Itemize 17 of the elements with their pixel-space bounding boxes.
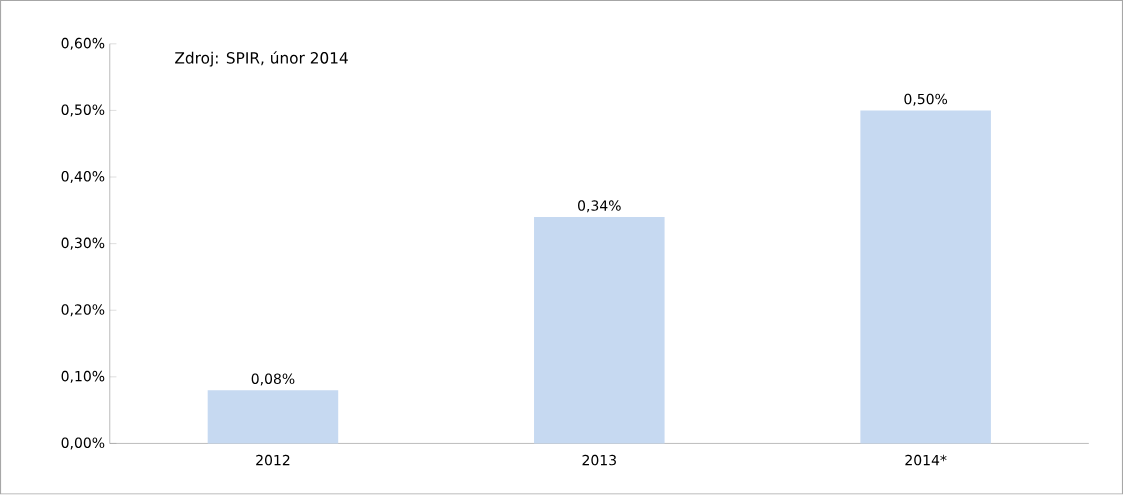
y-tick-label: 0,30% <box>61 237 105 250</box>
x-tick-label: 2013 <box>582 454 616 466</box>
y-tick-label: 0,00% <box>61 437 105 450</box>
bar <box>207 390 339 444</box>
y-tick-label: 0,40% <box>61 171 105 184</box>
bar <box>860 110 991 444</box>
y-tick-label: 0,60% <box>61 38 105 51</box>
data-label: 0,08% <box>251 373 295 386</box>
y-tick-label: 0,50% <box>61 104 105 117</box>
bar <box>534 217 665 444</box>
data-label: 0,34% <box>578 200 621 213</box>
data-label: 0,50% <box>904 93 948 106</box>
x-tick-label: 2014* <box>905 454 947 466</box>
annotation: Zdroj: SPIR, únor 2014 <box>175 51 348 67</box>
y-tick-label: 0,10% <box>61 371 105 384</box>
y-tick-label: 0,20% <box>61 304 105 317</box>
x-tick-label: 2012 <box>256 454 290 466</box>
